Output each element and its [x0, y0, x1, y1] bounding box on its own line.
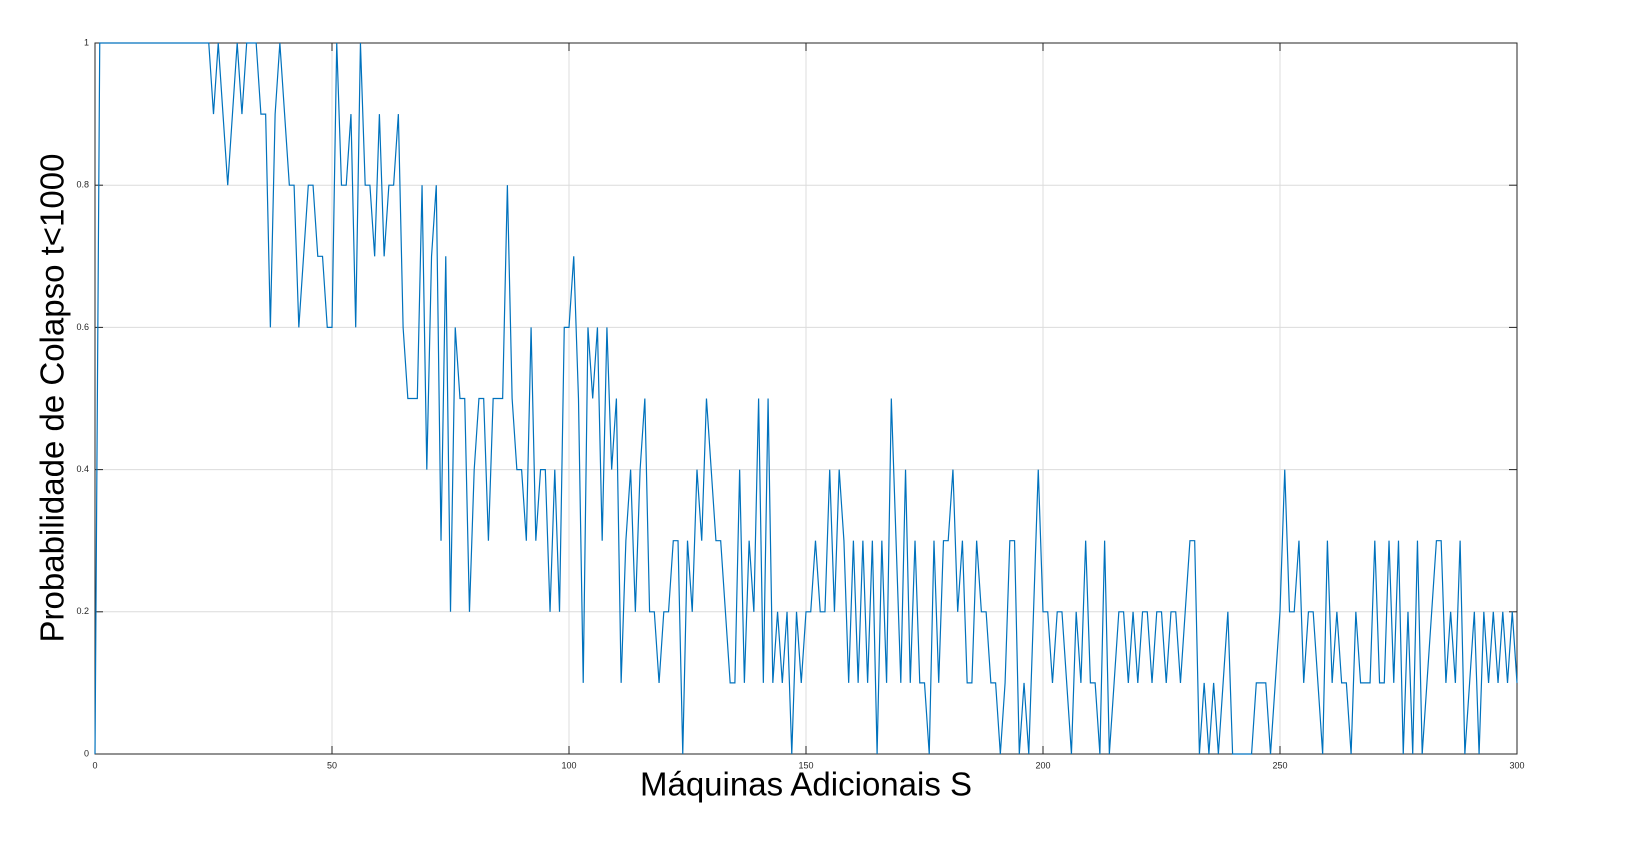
y-tick-label: 0.6 — [76, 322, 89, 332]
x-tick-label: 50 — [327, 760, 337, 770]
x-tick-label: 300 — [1509, 760, 1524, 770]
x-tick-label: 150 — [798, 760, 813, 770]
data-line — [94, 42, 1518, 755]
y-axis-label: Probabilidade de Colapso t<1000 — [34, 154, 71, 643]
y-tick-label: 0.2 — [76, 606, 89, 616]
y-tick-label: 0.4 — [76, 464, 89, 474]
x-axis-label: Máquinas Adicionais S — [640, 766, 972, 803]
plot-frame — [94, 42, 1518, 755]
y-tick-label: 1 — [84, 37, 89, 47]
x-tick-label: 100 — [561, 760, 576, 770]
x-tick-label: 0 — [92, 760, 97, 770]
x-tick-label: 200 — [1035, 760, 1050, 770]
y-tick-label: 0.8 — [76, 180, 89, 190]
y-tick-label: 0 — [84, 748, 89, 758]
x-tick-label: 250 — [1272, 760, 1287, 770]
